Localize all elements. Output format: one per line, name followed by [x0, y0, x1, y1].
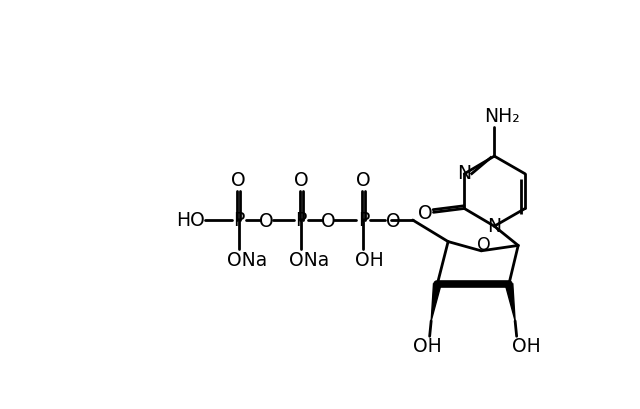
Text: HO: HO — [177, 211, 205, 229]
Text: N: N — [457, 164, 471, 183]
Text: O: O — [419, 204, 433, 223]
Text: ONa: ONa — [289, 251, 330, 270]
Text: N: N — [487, 217, 501, 236]
Text: O: O — [321, 212, 335, 231]
Text: O: O — [356, 171, 371, 190]
Text: O: O — [386, 212, 401, 231]
Polygon shape — [431, 284, 441, 321]
Text: OH: OH — [413, 337, 442, 356]
Text: P: P — [296, 211, 307, 229]
Text: OH: OH — [511, 337, 540, 356]
Text: O: O — [294, 171, 308, 190]
Text: ONa: ONa — [227, 251, 268, 270]
Text: P: P — [358, 211, 369, 229]
Text: OH: OH — [355, 251, 384, 270]
Text: O: O — [477, 236, 490, 254]
Text: NH₂: NH₂ — [484, 107, 520, 126]
Text: O: O — [259, 212, 274, 231]
Polygon shape — [505, 284, 515, 321]
Text: O: O — [232, 171, 246, 190]
Text: P: P — [233, 211, 244, 229]
